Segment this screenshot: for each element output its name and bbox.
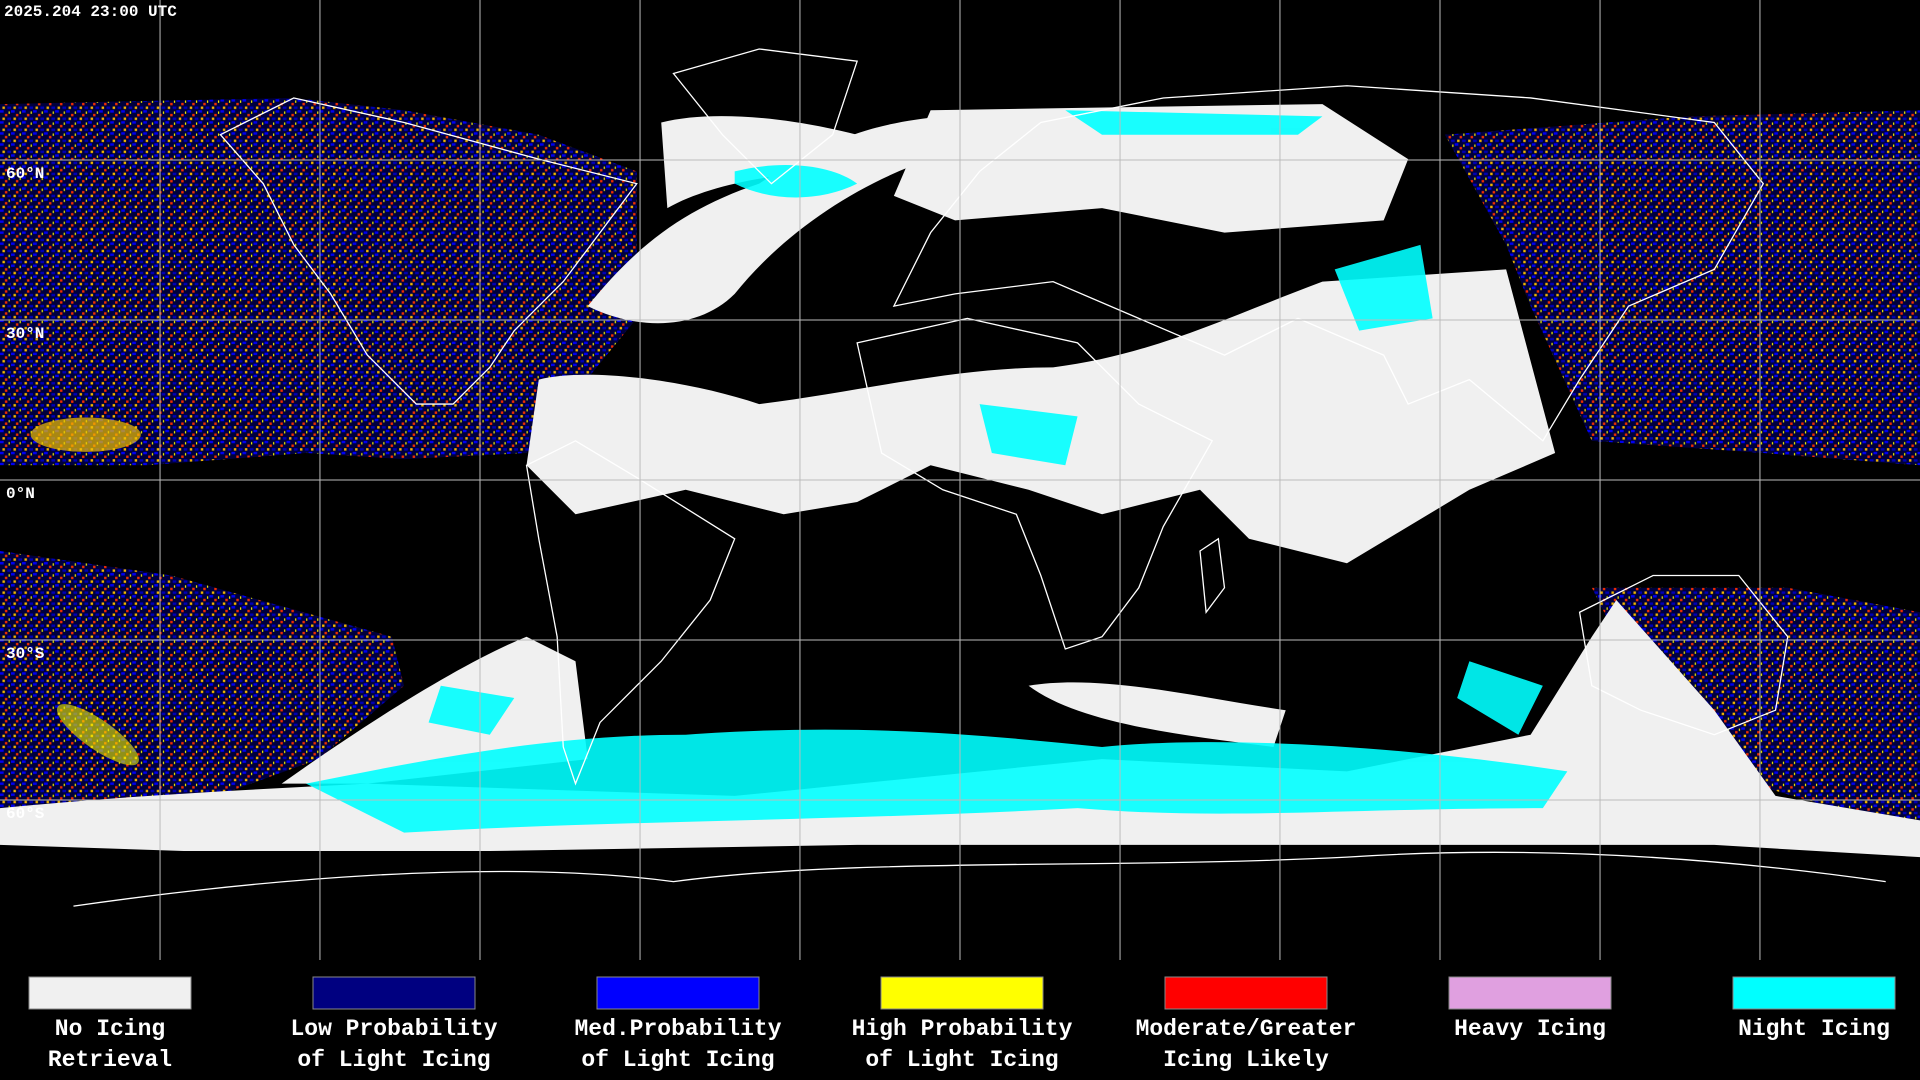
latitude-label: 60°N (6, 165, 44, 183)
legend-swatch (596, 976, 760, 1010)
latitude-label: 0°N (6, 485, 35, 503)
legend-label: High Probability (852, 1016, 1073, 1042)
coastlines (73, 49, 1885, 906)
legend-label: Heavy Icing (1454, 1016, 1606, 1042)
timestamp: 2025.204 23:00 UTC (4, 3, 177, 21)
latitude-label: 60°S (6, 805, 45, 823)
legend-label: Night Icing (1738, 1016, 1890, 1042)
latitude-label: 30°N (6, 325, 44, 343)
latitude-label: 30°S (6, 645, 45, 663)
legend-swatch (1164, 976, 1328, 1010)
map-layer (0, 0, 1920, 960)
legend-label: No Icing (55, 1016, 165, 1042)
legend-label: Low Probability (290, 1016, 497, 1042)
legend-label: of Light Icing (581, 1047, 774, 1073)
legend-label: of Light Icing (297, 1047, 490, 1073)
legend: No Icing Retrieval Low Probability of Light… (28, 976, 1896, 1073)
legend-swatch (1448, 976, 1612, 1010)
legend-label: of Light Icing (865, 1047, 1058, 1073)
legend-swatch (880, 976, 1044, 1010)
legend-label: Icing Likely (1163, 1047, 1329, 1073)
latitude-labels: 60°N 30°N 0°N 30°S 60°S (6, 165, 45, 823)
legend-swatch (28, 976, 192, 1010)
legend-label: Moderate/Greater (1136, 1016, 1357, 1042)
legend-label: Med.Probability (574, 1016, 781, 1042)
night-icing-areas (306, 110, 1568, 833)
graticule (0, 0, 1920, 960)
legend-swatch (312, 976, 476, 1010)
legend-swatch (1732, 976, 1896, 1010)
legend-label: Retrieval (48, 1047, 172, 1073)
icing-areas (0, 97, 1920, 833)
